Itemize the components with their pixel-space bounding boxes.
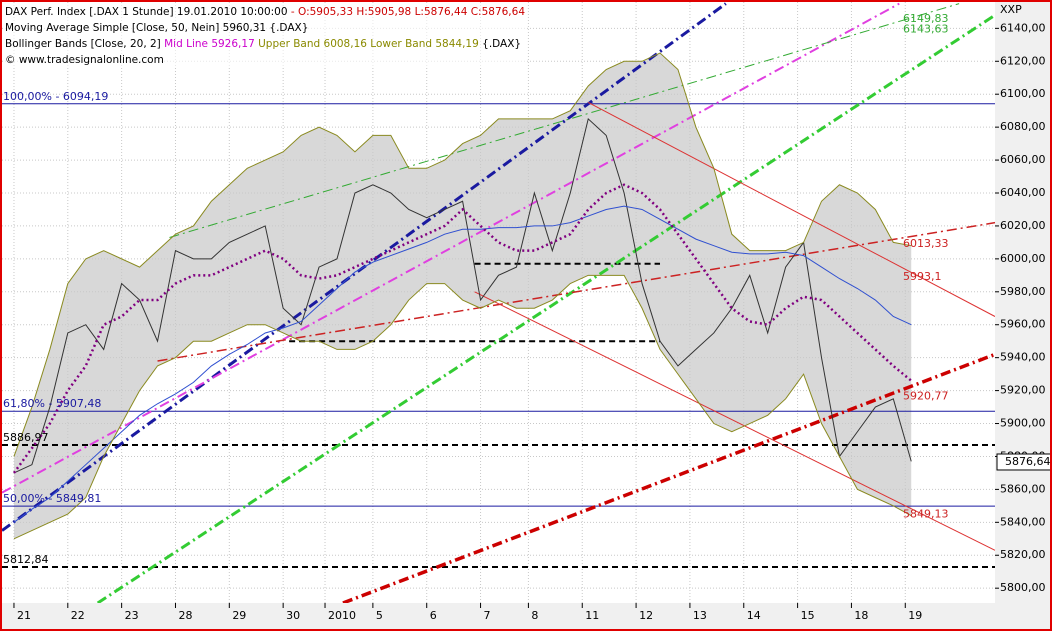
x-tick-label: 15 (801, 609, 815, 622)
price-annotation: 6013,33 (903, 237, 949, 250)
copyright: © www.tradesignalonline.com (5, 54, 164, 66)
x-tick-label: 22 (71, 609, 85, 622)
level-label: 61,80% - 5907,48 (3, 397, 101, 410)
trend-line (157, 221, 995, 362)
bb-bands: Upper Band 6008,16 Lower Band 5844,19 (258, 38, 479, 50)
x-tick-label: 14 (747, 609, 761, 622)
trend-line (342, 352, 995, 603)
trend-line (169, 3, 960, 238)
header: DAX Perf. Index [.DAX 1 Stunde] 19.01.20… (5, 4, 526, 68)
y-tick-label: 5940,00 (1000, 351, 1046, 364)
x-tick-label: 29 (232, 609, 246, 622)
y-tick-label: 5840,00 (1000, 515, 1046, 528)
bb-label: Bollinger Bands [Close, 20, 2] (5, 38, 161, 50)
y-tick-label: 6100,00 (1000, 87, 1046, 100)
sma-label: Moving Average Simple [Close, 50, Nein] … (5, 22, 309, 34)
y-tick-label: 5920,00 (1000, 384, 1046, 397)
header-line: Moving Average Simple [Close, 50, Nein] … (5, 20, 526, 36)
y-tick-label: 6040,00 (1000, 186, 1046, 199)
series-line (13, 205, 912, 523)
level-label: 5886,97 (3, 431, 49, 444)
y-tick-label: 5900,00 (1000, 417, 1046, 430)
price-annotation: 6149,83 (903, 12, 949, 25)
level-label: 50,00% - 5849,81 (3, 492, 101, 505)
x-tick-label: 5 (376, 609, 383, 622)
y-tick-label: 5800,00 (1000, 581, 1046, 594)
trend-line (587, 101, 995, 317)
price-annotation: 5849,13 (903, 507, 949, 520)
series-line (13, 52, 912, 457)
y-tick-label: 5820,00 (1000, 548, 1046, 561)
x-tick-label: 28 (178, 609, 192, 622)
x-tick-label: 2010 (328, 609, 356, 622)
y-tick-label: 5860,00 (1000, 482, 1046, 495)
series-line (12, 183, 913, 474)
price-annotation: 6143,63 (903, 22, 949, 35)
trend-line (474, 291, 995, 551)
x-tick-label: 8 (531, 609, 538, 622)
x-tick-label: 19 (908, 609, 922, 622)
header-line: Bollinger Bands [Close, 20, 2] Mid Line … (5, 36, 526, 52)
y-tick-label: 6060,00 (1000, 153, 1046, 166)
x-tick-label: 30 (286, 609, 300, 622)
last-price-label: 5876,64 (1005, 455, 1051, 468)
plot (2, 2, 995, 603)
price-annotation: 5993,1 (903, 270, 942, 283)
level-label: 100,00% - 6094,19 (3, 90, 108, 103)
x-tick-label: 18 (854, 609, 868, 622)
x-tick-label: 13 (693, 609, 707, 622)
y-tick-label: 6140,00 (1000, 21, 1046, 34)
x-tick-label: 11 (585, 609, 599, 622)
header-line: DAX Perf. Index [.DAX 1 Stunde] 19.01.20… (5, 4, 526, 20)
series-line (13, 117, 912, 474)
x-tick-label: 6 (430, 609, 437, 622)
y-tick-label: 6080,00 (1000, 120, 1046, 133)
x-tick-label: 12 (639, 609, 653, 622)
x-tick-label: 7 (484, 609, 491, 622)
price-annotation: 5920,77 (903, 389, 949, 402)
level-label: 5812,84 (3, 553, 49, 566)
y-tick-label: 6020,00 (1000, 219, 1046, 232)
instrument: DAX Perf. Index [.DAX 1 Stunde] 19.01.20… (5, 6, 288, 18)
bb-source: {.DAX} (482, 38, 522, 50)
y-tick-label: 5980,00 (1000, 285, 1046, 298)
y-tick-label: 5960,00 (1000, 318, 1046, 331)
ohlc: - O:5905,33 H:5905,98 L:5876,44 C:5876,6… (290, 6, 526, 18)
band-fill (13, 53, 912, 539)
series-line (13, 274, 912, 540)
axis-code: XXP (1000, 3, 1022, 16)
x-tick-label: 21 (17, 609, 31, 622)
x-tick-label: 23 (125, 609, 139, 622)
header-line: © www.tradesignalonline.com (5, 52, 526, 68)
y-tick-label: 6120,00 (1000, 54, 1046, 67)
y-tick-label: 6000,00 (1000, 252, 1046, 265)
bb-mid: Mid Line 5926,17 (164, 38, 255, 50)
